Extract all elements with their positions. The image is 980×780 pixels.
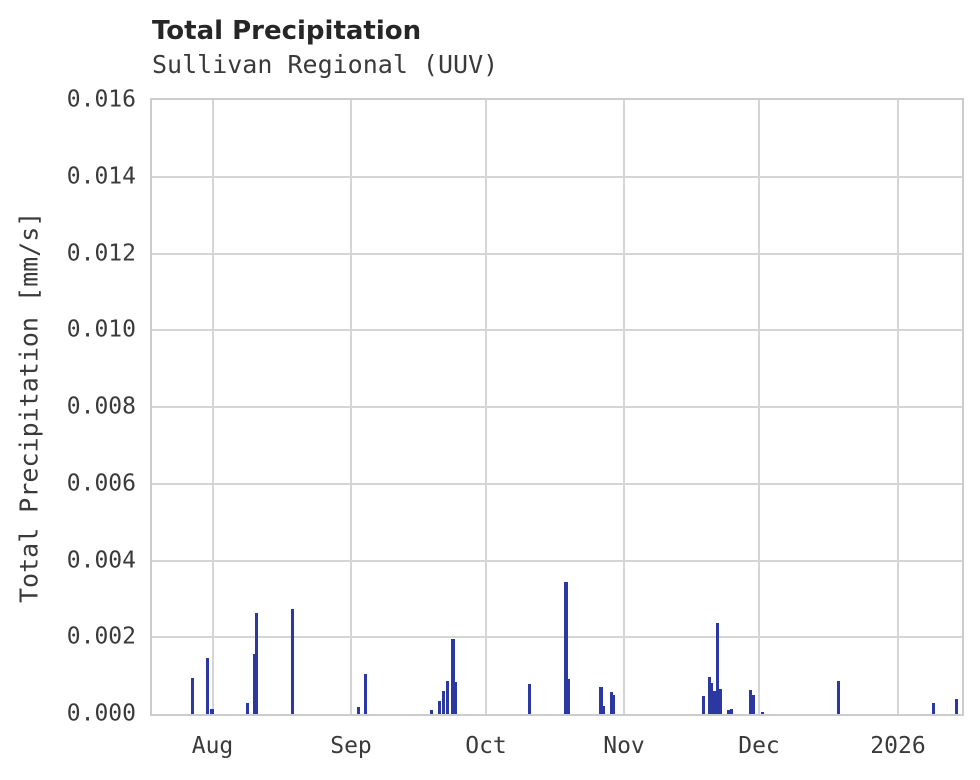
precipitation-bar <box>719 689 722 714</box>
x-tick-label: 2026 <box>870 733 926 759</box>
chart-subtitle: Sullivan Regional (UUV) <box>152 50 499 79</box>
precipitation-bar <box>364 674 367 714</box>
v-gridline <box>623 100 625 714</box>
y-tick-label: 0.012 <box>66 239 136 266</box>
x-tick-label: Aug <box>191 733 234 759</box>
y-axis-tick-labels: 0.000 0.002 0.004 0.006 0.008 0.010 0.012 0.014… <box>0 86 136 726</box>
chart-title: Total Precipitation <box>152 16 422 46</box>
precipitation-bar <box>567 678 570 714</box>
precipitation-bar <box>291 608 294 714</box>
x-tick-label: Dec <box>738 733 780 759</box>
precipitation-bar <box>932 703 935 714</box>
y-tick-label: 0.006 <box>66 470 136 497</box>
precipitation-bar <box>599 687 603 714</box>
y-tick-label: 0.014 <box>66 163 136 190</box>
h-gridline <box>152 559 962 562</box>
precipitation-bar <box>610 691 613 714</box>
precipitation-bar <box>206 657 209 714</box>
precipitation-bar <box>613 694 615 714</box>
y-tick-label: 0.016 <box>66 86 136 113</box>
precipitation-bar <box>209 709 214 714</box>
x-tick-label: Nov <box>603 733 645 759</box>
precipitation-bar <box>190 677 194 714</box>
y-tick-label: 0.008 <box>66 393 136 420</box>
precipitation-bar <box>446 681 449 714</box>
precipitation-bar <box>711 683 713 714</box>
v-gridline <box>211 100 214 714</box>
y-tick-label: 0.002 <box>66 623 136 650</box>
precipitation-bar <box>527 683 531 714</box>
precipitation-bar <box>701 695 705 714</box>
h-gridline <box>152 329 962 332</box>
precipitation-bar <box>454 682 457 714</box>
v-gridline <box>485 100 487 714</box>
precipitation-bar <box>603 706 605 714</box>
precipitation-bar <box>252 653 255 714</box>
h-gridline <box>152 175 962 178</box>
precipitation-bar <box>730 709 733 714</box>
h-gridline <box>152 406 962 408</box>
precipitation-bar <box>438 700 441 714</box>
y-tick-label: 0.010 <box>66 316 136 343</box>
h-gridline <box>152 636 962 639</box>
x-tick-label: Oct <box>465 733 507 759</box>
x-axis-tick-labels: Aug Sep Oct Nov Dec 2026 <box>152 733 962 769</box>
y-tick-label: 0.004 <box>66 546 136 573</box>
v-gridline <box>758 100 760 714</box>
precipitation-bar <box>451 639 455 714</box>
h-gridline <box>152 482 962 485</box>
y-tick-label: 0.000 <box>66 700 136 727</box>
precipitation-bar <box>836 681 840 714</box>
precipitation-bar <box>357 707 360 714</box>
v-gridline <box>350 100 352 714</box>
x-tick-label: Sep <box>330 733 372 759</box>
precipitation-bar <box>713 690 716 714</box>
precipitation-bar <box>752 694 755 714</box>
precipitation-bar <box>430 710 433 714</box>
precipitation-bar <box>708 677 711 714</box>
h-gridline <box>152 252 962 255</box>
precipitation-bar <box>760 711 764 714</box>
v-gridline <box>897 100 899 714</box>
precipitation-bar <box>954 699 958 714</box>
precipitation-bar <box>442 690 445 714</box>
plot-area <box>150 98 964 716</box>
precipitation-bar <box>716 622 719 714</box>
precipitation-bar <box>246 703 249 714</box>
precipitation-bar <box>564 582 568 714</box>
precipitation-bar <box>748 690 752 714</box>
precipitation-bar <box>255 612 258 714</box>
precipitation-bar <box>726 710 730 714</box>
